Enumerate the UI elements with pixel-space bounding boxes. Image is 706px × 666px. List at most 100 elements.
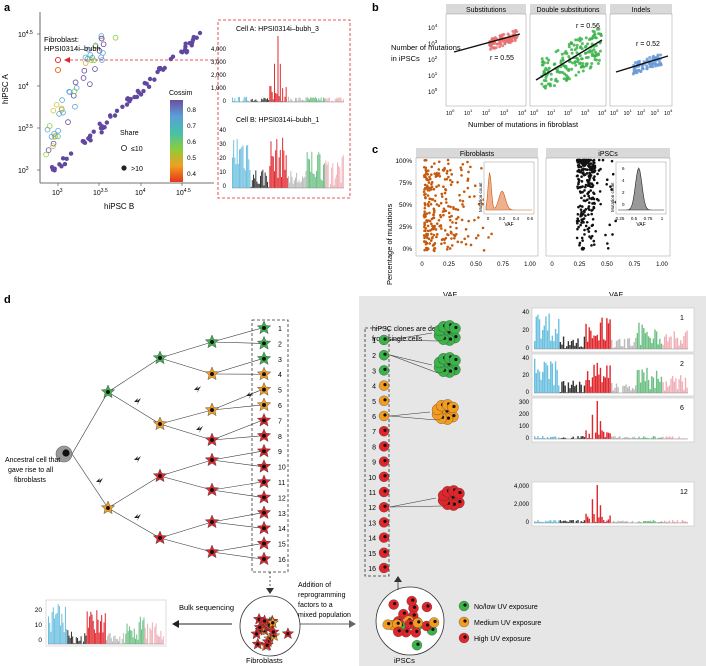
- c-point: [423, 248, 426, 252]
- ipsc-pop-nucleus: [431, 627, 435, 631]
- b-point: [540, 57, 544, 61]
- clone-2-bar: [668, 385, 671, 393]
- clone-12-bar: [575, 520, 578, 523]
- a-y-tick-label: 103: [18, 166, 29, 175]
- colony-link: [389, 505, 443, 508]
- c-point: [454, 207, 458, 211]
- addition-text-3: factors to a: [298, 602, 333, 609]
- bulk-bar: [109, 633, 111, 644]
- c-point: [576, 169, 579, 173]
- c-point: [587, 162, 591, 165]
- c-point: [580, 212, 583, 216]
- fibroblast-number: 11: [278, 480, 285, 487]
- cell-b-bar: [338, 165, 340, 188]
- b-point: [580, 47, 584, 51]
- c-point: [424, 196, 427, 200]
- ipsc-pop-nucleus: [402, 611, 406, 615]
- cell-a-bar: [278, 96, 280, 102]
- a-point-open: [92, 43, 98, 50]
- c-point: [430, 232, 433, 236]
- cell-a-bar: [334, 98, 336, 102]
- clone-12-bar: [545, 520, 547, 523]
- b-y-tick-label: 104: [428, 23, 438, 32]
- a-point-filled: [91, 129, 96, 134]
- c-point: [440, 242, 443, 246]
- ipsc-clone-nucleus: [383, 474, 387, 478]
- c-point: [432, 187, 436, 191]
- cell-b-spectrum: 40 30 20 10 0: [219, 128, 344, 190]
- b-point: [555, 79, 559, 83]
- c-point: [606, 242, 609, 245]
- bulk-bar: [106, 640, 108, 644]
- c-point: [423, 206, 427, 210]
- clone-2-bar: [644, 381, 647, 393]
- ipsc-clone-nucleus: [383, 504, 387, 508]
- c-point: [588, 196, 591, 200]
- cell-a-bar: [295, 98, 296, 102]
- tree-branch: [159, 423, 213, 441]
- clone-6-bar: [668, 436, 671, 439]
- lightning-icon: [196, 426, 203, 433]
- addition-arrow-head-icon: [349, 620, 356, 628]
- clone-1-bar: [586, 341, 589, 349]
- cell-a-bar: [307, 98, 309, 102]
- bulk-bar: [114, 635, 116, 644]
- c-point: [590, 167, 594, 170]
- a-point-filled: [183, 44, 188, 49]
- b-point: [576, 38, 580, 42]
- a-point-open: [99, 57, 105, 63]
- b-point: [580, 57, 584, 61]
- b-point: [490, 38, 494, 42]
- cell-b-bar: [303, 178, 305, 188]
- clone-6-bar: [550, 436, 552, 439]
- colony-nucleus: [448, 337, 453, 341]
- bulk-bar: [108, 633, 110, 644]
- c-point: [481, 226, 485, 230]
- c-point: [451, 221, 454, 224]
- cell-a-bar: [284, 96, 286, 102]
- b-point: [559, 59, 563, 63]
- b-point: [498, 34, 502, 38]
- tree-branch: [159, 409, 213, 425]
- fibroblast-leaf-cell-nucleus: [262, 449, 266, 454]
- c-point: [473, 195, 476, 198]
- cell-b-tick-label: 40: [219, 128, 226, 134]
- clone-1-bar: [599, 322, 602, 349]
- clone-12-bar: [583, 520, 586, 523]
- cell-a-bar: [339, 97, 341, 102]
- clone-12-bar: [572, 520, 574, 523]
- cell-b-bar: [319, 154, 321, 188]
- c-point: [611, 233, 614, 236]
- cell-b-bar: [276, 139, 278, 188]
- a-point-filled: [124, 102, 130, 107]
- b-x-tick-label: 101: [547, 108, 556, 117]
- cossim-colorbar: [170, 100, 183, 182]
- fibroblast-number: 15: [278, 542, 286, 549]
- c-point: [580, 236, 584, 240]
- c-point: [428, 197, 431, 201]
- c-point: [425, 187, 428, 190]
- c-point: [466, 234, 470, 238]
- fibroblast-pop-cell-nucleus: [258, 625, 262, 630]
- a-point-open: [66, 89, 73, 95]
- b-point: [565, 52, 569, 56]
- clone-12-bar: [606, 520, 608, 523]
- c-point: [424, 170, 428, 174]
- bulk-bar: [54, 618, 56, 644]
- fibroblast-leaf-cell-nucleus: [262, 418, 266, 423]
- a-point-open: [80, 75, 87, 81]
- bulk-bar: [156, 634, 158, 644]
- clone-6-bar: [598, 434, 600, 439]
- colony-nucleus: [454, 367, 458, 371]
- clone-spectrum-tick: 200: [519, 412, 530, 418]
- ipsc-clone-nucleus: [383, 428, 387, 432]
- clone-1-bar: [684, 332, 687, 349]
- clone-2-bar: [638, 369, 640, 393]
- cell-b-bar: [339, 167, 341, 188]
- c-point: [463, 237, 466, 241]
- clone-12-bar: [673, 521, 675, 523]
- bulk-bar: [151, 622, 153, 644]
- c-point: [584, 199, 587, 203]
- cell-a-bar: [338, 97, 340, 102]
